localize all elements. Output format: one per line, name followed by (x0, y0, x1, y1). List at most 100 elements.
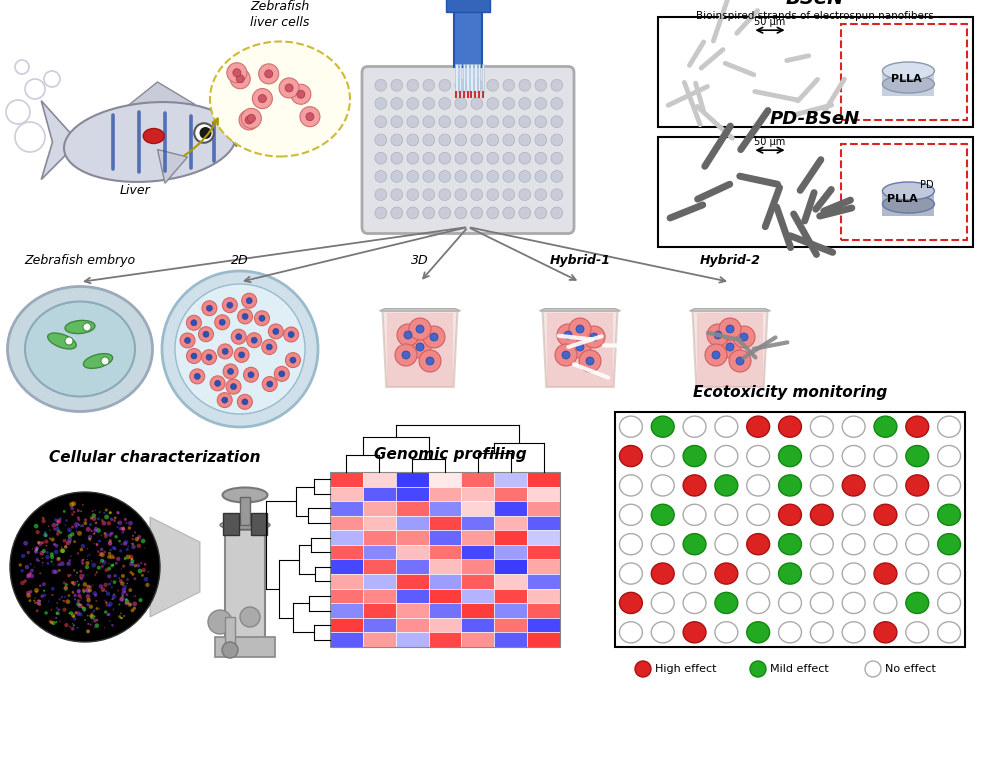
Circle shape (76, 601, 79, 605)
Circle shape (64, 586, 68, 591)
Circle shape (108, 582, 111, 586)
Circle shape (101, 519, 104, 522)
Polygon shape (158, 149, 188, 183)
Circle shape (51, 538, 55, 542)
Circle shape (39, 573, 41, 574)
Circle shape (124, 603, 127, 605)
Circle shape (34, 524, 39, 528)
Circle shape (120, 543, 123, 545)
Circle shape (72, 591, 74, 594)
Bar (461, 486, 494, 501)
Circle shape (273, 329, 279, 334)
Circle shape (519, 134, 531, 146)
Circle shape (76, 531, 77, 532)
Circle shape (123, 591, 126, 594)
Text: Zebrafish
liver cells: Zebrafish liver cells (250, 0, 310, 29)
Circle shape (455, 207, 467, 219)
Circle shape (129, 571, 132, 574)
Ellipse shape (747, 475, 770, 496)
Circle shape (77, 509, 80, 512)
Circle shape (67, 574, 71, 577)
Polygon shape (542, 311, 618, 387)
Bar (429, 501, 461, 516)
Ellipse shape (683, 445, 706, 467)
Circle shape (138, 569, 142, 573)
Ellipse shape (938, 445, 961, 467)
Circle shape (80, 548, 83, 552)
Bar (461, 545, 494, 559)
Circle shape (25, 565, 29, 570)
Circle shape (51, 609, 52, 611)
Circle shape (73, 624, 75, 626)
Polygon shape (382, 311, 458, 387)
Circle shape (93, 533, 94, 535)
Circle shape (109, 511, 112, 514)
Circle shape (247, 333, 262, 348)
Circle shape (375, 189, 387, 200)
Bar (396, 618, 429, 632)
Circle shape (740, 333, 748, 341)
Circle shape (252, 89, 272, 109)
Ellipse shape (715, 475, 738, 496)
Circle shape (265, 70, 273, 78)
Bar (429, 472, 461, 486)
Circle shape (118, 521, 122, 525)
Circle shape (66, 541, 71, 545)
Circle shape (129, 603, 132, 606)
Circle shape (259, 315, 265, 321)
Circle shape (40, 594, 44, 598)
Circle shape (83, 609, 86, 612)
Circle shape (103, 512, 106, 514)
Ellipse shape (683, 534, 706, 555)
Circle shape (81, 606, 84, 608)
Circle shape (82, 590, 85, 593)
Circle shape (712, 351, 720, 359)
Circle shape (100, 548, 103, 551)
Circle shape (135, 595, 136, 597)
Circle shape (77, 591, 81, 594)
Bar (396, 589, 429, 603)
Ellipse shape (938, 622, 961, 643)
Circle shape (131, 538, 134, 541)
Circle shape (83, 521, 87, 525)
Circle shape (54, 549, 59, 554)
Circle shape (423, 98, 435, 110)
Circle shape (72, 623, 73, 624)
Circle shape (118, 615, 121, 618)
Circle shape (60, 561, 65, 566)
Circle shape (67, 563, 69, 564)
Ellipse shape (683, 475, 706, 496)
Circle shape (136, 563, 140, 567)
Circle shape (719, 318, 741, 340)
Circle shape (89, 523, 92, 526)
Ellipse shape (651, 622, 674, 643)
Circle shape (37, 560, 39, 562)
Circle shape (77, 531, 82, 536)
Circle shape (27, 573, 31, 577)
Text: Liver: Liver (120, 184, 150, 197)
Circle shape (99, 562, 101, 563)
Circle shape (70, 573, 72, 577)
Circle shape (76, 572, 78, 573)
Ellipse shape (882, 182, 934, 200)
Circle shape (81, 544, 85, 549)
Ellipse shape (222, 487, 268, 503)
Text: 2D: 2D (231, 254, 249, 267)
Circle shape (707, 324, 729, 346)
Circle shape (113, 547, 117, 550)
Circle shape (222, 397, 228, 403)
Circle shape (51, 594, 54, 596)
Circle shape (69, 502, 74, 507)
Bar (527, 589, 560, 603)
Circle shape (102, 569, 103, 570)
Ellipse shape (810, 563, 833, 584)
Bar (215, 637, 275, 657)
Ellipse shape (906, 563, 929, 584)
Ellipse shape (779, 416, 801, 437)
Circle shape (26, 591, 30, 595)
Circle shape (487, 98, 499, 110)
Circle shape (75, 526, 78, 528)
Circle shape (231, 384, 237, 389)
Bar (658, 137, 973, 247)
Circle shape (129, 562, 134, 566)
